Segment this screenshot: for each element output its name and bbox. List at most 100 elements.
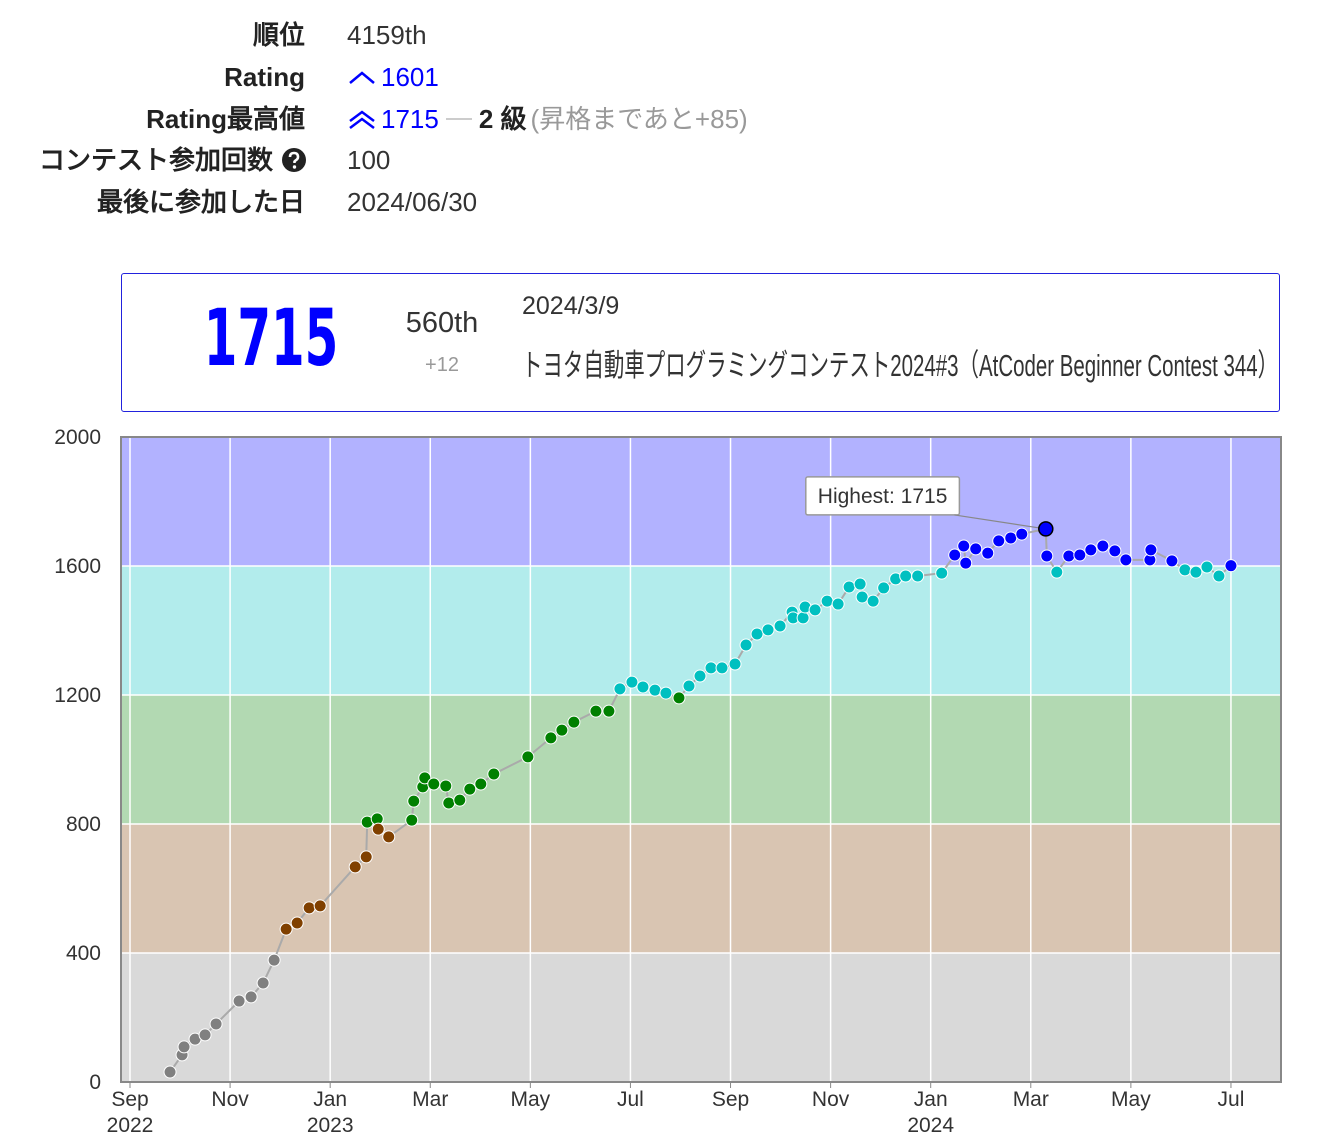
x-tick-label: May xyxy=(511,1088,551,1111)
rating-point xyxy=(911,569,925,583)
rating-point xyxy=(969,542,983,556)
rating-point xyxy=(371,822,385,836)
rating-point xyxy=(728,657,742,671)
rating-point xyxy=(636,680,650,694)
rating-band xyxy=(121,695,1281,824)
rating-point xyxy=(613,682,627,696)
y-tick-label: 1600 xyxy=(54,555,101,578)
y-tick-label: 800 xyxy=(66,813,101,836)
x-tick-label: Sep xyxy=(712,1088,749,1111)
rating-point xyxy=(877,581,891,595)
rating-band xyxy=(121,953,1281,1082)
rating-point xyxy=(625,675,639,689)
rating-point xyxy=(589,704,603,718)
rating-point xyxy=(981,546,995,560)
y-tick-label: 400 xyxy=(66,942,101,965)
rating-point xyxy=(463,782,477,796)
rating-point xyxy=(853,577,867,591)
rating-value: 1601 xyxy=(381,62,439,92)
card-date: 2024/3/9 xyxy=(522,292,620,320)
x-tick-label: May xyxy=(1111,1088,1151,1111)
row-label: コンテスト参加回数 xyxy=(38,145,273,175)
annotation: Highest: 1715 xyxy=(805,476,1046,530)
rating-point xyxy=(1050,565,1064,579)
separator xyxy=(445,118,472,120)
kyu-note: (昇格まであと+85) xyxy=(530,104,748,134)
rating-point xyxy=(1165,554,1179,568)
row-label: 最後に参加した日 xyxy=(96,187,305,217)
rating-band xyxy=(121,824,1281,953)
rating-point xyxy=(487,767,501,781)
rating-point xyxy=(567,715,581,729)
rating-point xyxy=(715,661,729,675)
rating-point xyxy=(1178,563,1192,577)
rating-point xyxy=(1224,559,1238,573)
rating-point xyxy=(439,779,453,793)
row-value: 1715 2 級 (昇格まであと+85) xyxy=(347,103,748,135)
rating-point xyxy=(808,603,822,617)
rating-point xyxy=(820,594,834,608)
x-tick-label: Jul xyxy=(1218,1088,1245,1111)
rank-value: 4159th xyxy=(347,20,427,50)
rating-point xyxy=(453,793,467,807)
row-value: 100 xyxy=(347,144,390,176)
rating-point xyxy=(177,1040,191,1054)
rating-point xyxy=(831,597,845,611)
rating-point xyxy=(407,794,421,808)
card-diff: +12 xyxy=(425,354,459,376)
rating-point xyxy=(359,850,373,864)
rating-point xyxy=(544,731,558,745)
card-rating: 1715 xyxy=(203,294,339,384)
x-tick-label: Mar xyxy=(412,1088,448,1111)
x-year-label: 2022 xyxy=(107,1114,154,1137)
rating-point xyxy=(992,534,1006,548)
rating-point xyxy=(405,813,419,827)
rating-point xyxy=(648,683,662,697)
rating-point xyxy=(555,723,569,737)
card-rank: 560th xyxy=(405,307,479,339)
x-tick-label: Jul xyxy=(617,1088,644,1111)
annotation-text: Highest: 1715 xyxy=(818,485,948,508)
rating-point xyxy=(474,777,488,791)
x-tick-label: Nov xyxy=(211,1088,249,1111)
kyu: 2 級 xyxy=(478,104,527,134)
rating-point xyxy=(1212,569,1226,583)
rating-point xyxy=(1015,527,1029,541)
rating-point xyxy=(1144,543,1158,557)
rating-point xyxy=(1200,560,1214,574)
row-value: 2024/06/30 xyxy=(347,186,477,218)
contest-card: 1715 560th +12 2024/3/9 トヨタ自動車プログラミングコンテ… xyxy=(121,273,1280,412)
rating-point xyxy=(796,611,810,625)
x-tick-label: Jan xyxy=(313,1088,347,1111)
rating-point xyxy=(750,627,764,641)
rating-point xyxy=(1040,549,1054,563)
rating-point xyxy=(959,556,973,570)
rating-point xyxy=(948,548,962,562)
rating-point xyxy=(348,860,362,874)
x-year-label: 2024 xyxy=(907,1114,954,1137)
row-label: Rating最高値 xyxy=(146,104,305,134)
help-icon[interactable] xyxy=(281,147,307,173)
rating-point xyxy=(602,704,616,718)
rating-point xyxy=(1096,539,1110,553)
rating-point xyxy=(442,796,456,810)
rating-point xyxy=(842,580,856,594)
rating-point xyxy=(855,590,869,604)
x-tick-label: Nov xyxy=(812,1088,850,1111)
rating-point xyxy=(693,669,707,683)
rating-point xyxy=(935,566,949,580)
y-tick-label: 1200 xyxy=(54,684,101,707)
y-tick-label: 0 xyxy=(89,1071,101,1094)
x-tick-label: Mar xyxy=(1013,1088,1049,1111)
rating-point xyxy=(244,990,258,1004)
row-label: Rating xyxy=(224,62,305,92)
rating-point xyxy=(279,922,293,936)
x-tick-label: Sep xyxy=(111,1088,148,1111)
row-value: 1601 xyxy=(347,61,439,93)
rating-point xyxy=(1062,549,1076,563)
rating-point xyxy=(773,619,787,633)
rating-point xyxy=(290,916,304,930)
rating-point xyxy=(704,661,718,675)
